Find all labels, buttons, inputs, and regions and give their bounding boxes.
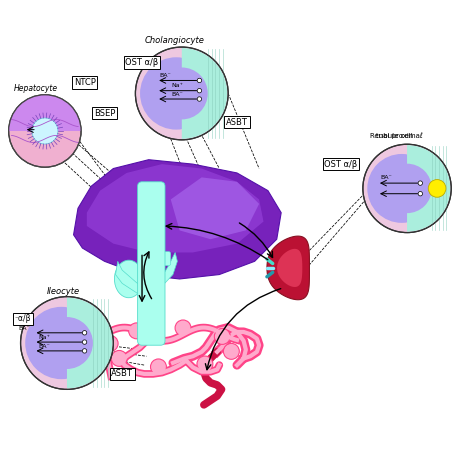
Text: BA⁻: BA⁻: [381, 175, 392, 180]
Text: ASBT: ASBT: [111, 369, 133, 378]
Circle shape: [25, 307, 98, 379]
Circle shape: [197, 97, 201, 101]
Text: Renal proximaℓ: Renal proximaℓ: [370, 132, 422, 138]
Circle shape: [111, 350, 127, 366]
Text: Na⁺: Na⁺: [38, 335, 50, 340]
Polygon shape: [87, 164, 264, 253]
Circle shape: [418, 181, 422, 185]
Circle shape: [128, 323, 145, 339]
FancyBboxPatch shape: [142, 252, 171, 266]
Ellipse shape: [114, 260, 143, 298]
Wedge shape: [407, 145, 450, 232]
Polygon shape: [161, 253, 177, 288]
Text: BA⁻: BA⁻: [38, 344, 50, 349]
Circle shape: [223, 344, 239, 359]
Circle shape: [151, 359, 166, 375]
Circle shape: [20, 297, 113, 389]
Circle shape: [214, 328, 230, 345]
Polygon shape: [171, 177, 259, 239]
Circle shape: [82, 349, 87, 353]
Wedge shape: [182, 48, 227, 139]
Circle shape: [32, 118, 58, 144]
Circle shape: [418, 191, 422, 196]
Circle shape: [82, 330, 87, 335]
Circle shape: [197, 356, 213, 372]
Circle shape: [102, 336, 118, 351]
Text: BA⁻: BA⁻: [18, 326, 30, 331]
Text: OST α/β: OST α/β: [126, 58, 159, 67]
Text: Ileocyte: Ileocyte: [47, 287, 80, 296]
Wedge shape: [67, 298, 112, 389]
Text: BA⁻: BA⁻: [172, 92, 183, 97]
Circle shape: [197, 78, 201, 82]
Text: BA⁻: BA⁻: [160, 73, 171, 78]
Text: tubule cell: tubule cell: [376, 133, 413, 138]
Text: Na⁺: Na⁺: [172, 83, 183, 88]
Circle shape: [140, 57, 212, 129]
Text: NTCP: NTCP: [73, 78, 96, 87]
Text: ASBT: ASBT: [226, 118, 248, 127]
Circle shape: [9, 95, 81, 167]
Polygon shape: [267, 236, 310, 300]
Polygon shape: [277, 249, 302, 287]
Text: Hepatocyte: Hepatocyte: [14, 84, 58, 93]
Circle shape: [367, 154, 436, 223]
Text: Cholangiocyte: Cholangiocyte: [144, 36, 204, 45]
Circle shape: [82, 340, 87, 344]
Polygon shape: [116, 261, 143, 297]
Circle shape: [175, 320, 191, 336]
Text: OST α/β: OST α/β: [324, 160, 357, 169]
Text: BSEP: BSEP: [94, 109, 115, 118]
Circle shape: [136, 47, 228, 140]
Circle shape: [363, 144, 451, 233]
Polygon shape: [73, 160, 281, 279]
Text: ⁻α/β: ⁻α/β: [15, 314, 31, 323]
Circle shape: [428, 180, 446, 197]
Circle shape: [197, 89, 201, 93]
Wedge shape: [9, 95, 81, 131]
FancyBboxPatch shape: [137, 182, 165, 345]
